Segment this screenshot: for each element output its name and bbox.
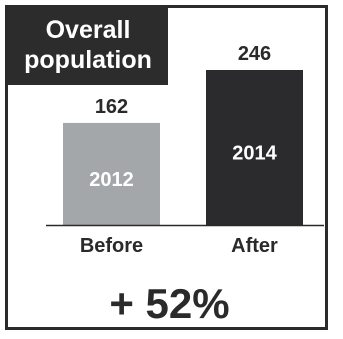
chart-title-line-1: Overall xyxy=(45,16,131,44)
chart-title-line-2: population xyxy=(24,46,152,74)
chart-frame: Overall population 162 2012 Before 246 2014 A… xyxy=(5,5,328,330)
bar-label-before: 2012 xyxy=(89,169,134,191)
category-label-after: After xyxy=(231,235,278,257)
bar-after xyxy=(206,70,303,225)
chart-title: Overall population xyxy=(8,8,168,85)
bar-before xyxy=(63,122,160,225)
value-label-before: 162 xyxy=(95,96,128,118)
value-label-after: 246 xyxy=(238,43,271,65)
bar-chart: 162 2012 Before 246 2014 After xyxy=(46,43,324,257)
bar-label-after: 2014 xyxy=(232,143,277,165)
category-label-before: Before xyxy=(80,235,143,257)
percent-change-annotation: + 52% xyxy=(109,280,230,327)
